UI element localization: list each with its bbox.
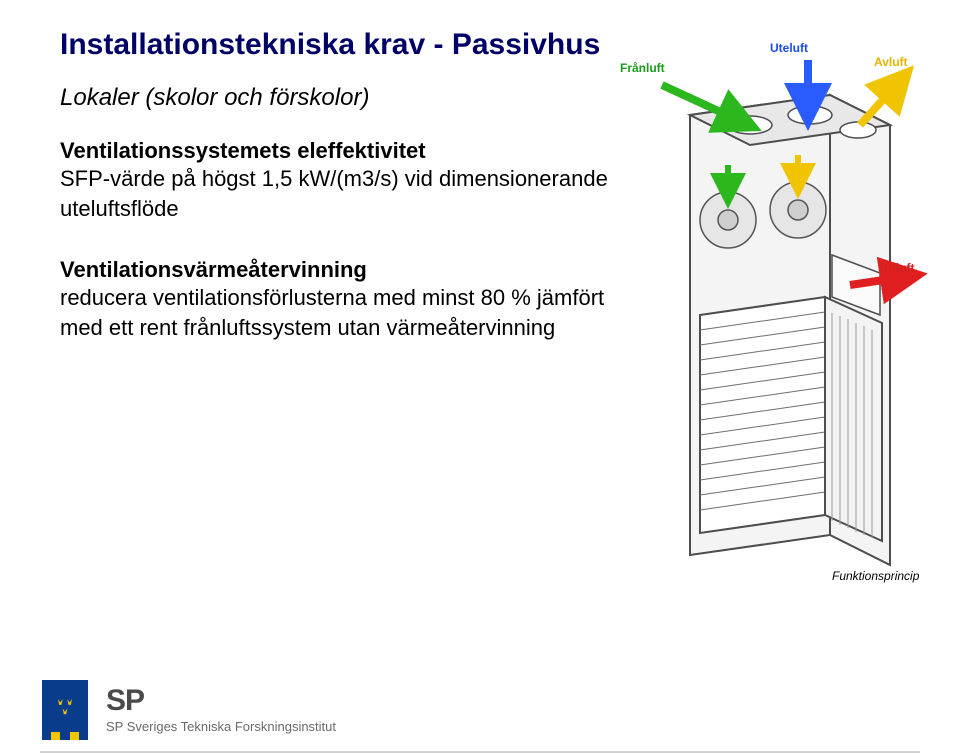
section-ventilation-efficiency: Ventilationssystemets eleffektivitet SFP… [60, 138, 620, 223]
label-funktionsprincip: Funktionsprincip [830, 569, 921, 583]
ventilation-unit-diagram [600, 55, 930, 595]
section-heading: Ventilationssystemets eleffektivitet [60, 138, 620, 164]
section-heading: Ventilationsvärmeåtervinning [60, 257, 620, 283]
ventilation-unit-figure: Frånluft Uteluft Avluft Tilluft Funktion… [600, 55, 930, 595]
org-name: SP Sveriges Tekniska Forskningsinstitut [106, 719, 336, 734]
crest-icon [42, 680, 88, 740]
label-avluft: Avluft [872, 55, 910, 69]
label-tilluft: Tilluft [880, 261, 916, 275]
crowns-icon [51, 692, 79, 720]
section-text: SFP-värde på högst 1,5 kW/(m3/s) vid dim… [60, 164, 620, 223]
section-heat-recovery: Ventilationsvärmeåtervinning reducera ve… [60, 257, 620, 342]
logo-sp: SP [106, 686, 336, 716]
section-text: reducera ventilationsförlusterna med min… [60, 283, 620, 342]
footer: SP SP Sveriges Tekniska Forskningsinstit… [0, 667, 960, 753]
label-franluft: Frånluft [618, 61, 667, 75]
slide: Installationstekniska krav - Passivhus L… [0, 0, 960, 753]
label-uteluft: Uteluft [768, 41, 810, 55]
footer-logo-text: SP SP Sveriges Tekniska Forskningsinstit… [106, 686, 336, 734]
